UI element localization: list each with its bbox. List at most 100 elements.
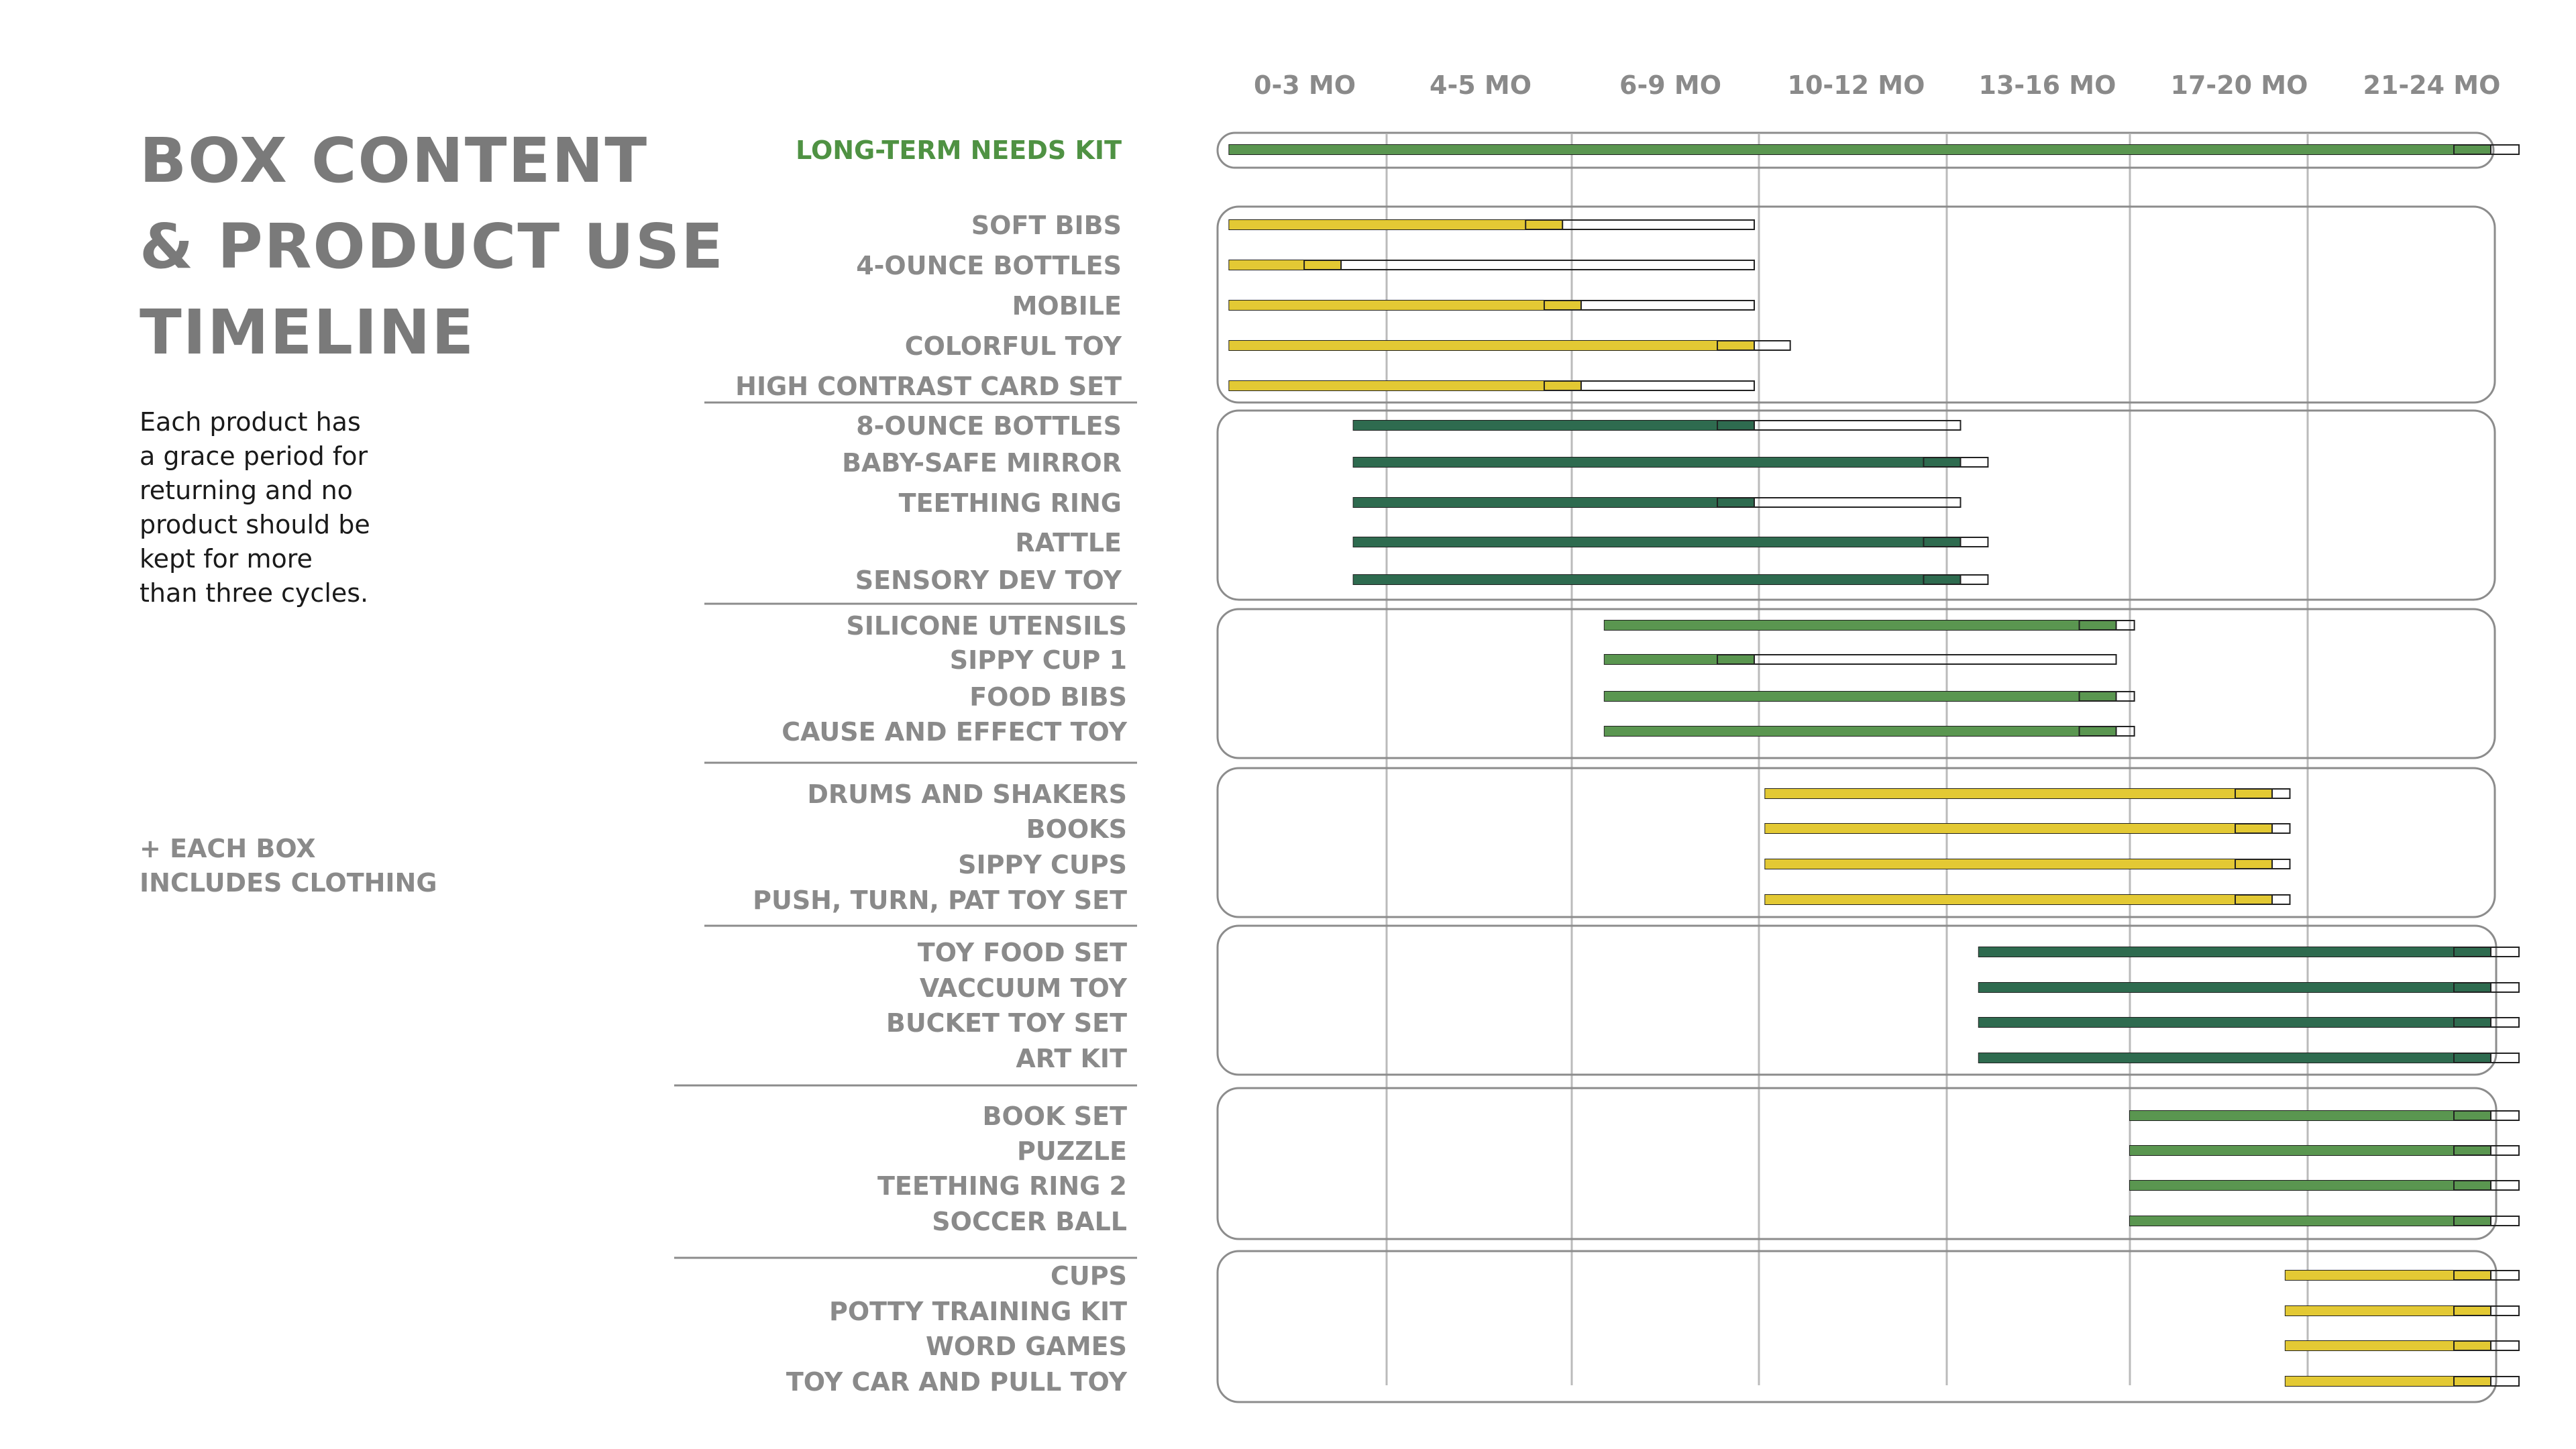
grace-start-marker xyxy=(1923,537,1962,547)
product-label: RATTLE xyxy=(1015,528,1122,557)
grace-start-marker xyxy=(2453,1110,2491,1121)
product-label: SENSORY DEV TOY xyxy=(855,566,1122,595)
product-label: TOY CAR AND PULL TOY xyxy=(786,1367,1128,1397)
product-label: PUSH, TURN, PAT TOY SET xyxy=(753,885,1127,915)
use-period-bar xyxy=(1229,301,1581,310)
grace-start-marker xyxy=(2453,947,2491,957)
grace-start-marker xyxy=(2453,1340,2491,1351)
period-header: 6-9 MO xyxy=(1619,70,1721,100)
product-label: BUCKET TOY SET xyxy=(886,1008,1127,1038)
grace-start-marker xyxy=(2453,1017,2491,1028)
product-label: BOOK SET xyxy=(983,1102,1128,1131)
use-period-bar xyxy=(2130,1146,2491,1155)
period-header: 0-3 MO xyxy=(1254,70,1356,100)
use-period-bar xyxy=(1765,895,2272,904)
grace-start-marker xyxy=(2235,823,2273,834)
use-period-bar xyxy=(1604,692,2116,701)
title-line: TIMELINE xyxy=(140,297,476,368)
product-label: SIPPY CUP 1 xyxy=(950,645,1127,675)
group-box xyxy=(1216,608,2496,759)
use-period-bar xyxy=(1353,421,1755,430)
product-label: COLORFUL TOY xyxy=(905,331,1122,361)
product-label: TEETHING RING xyxy=(899,488,1122,518)
grace-start-marker xyxy=(2453,1180,2491,1191)
grace-start-marker xyxy=(2453,1270,2491,1281)
use-period-bar xyxy=(1978,1018,2491,1027)
use-period-bar xyxy=(1604,621,2116,630)
grace-start-marker xyxy=(1717,340,1756,351)
grace-start-marker xyxy=(1923,574,1962,585)
product-label: VACCUUM TOY xyxy=(920,973,1128,1003)
group-box xyxy=(1216,767,2496,918)
use-period-bar xyxy=(1978,947,2491,957)
product-label: CUPS xyxy=(1051,1261,1127,1291)
grace-start-marker xyxy=(2453,144,2491,155)
group-box xyxy=(1216,131,2495,169)
title-line: BOX CONTENT xyxy=(140,125,649,197)
grace-start-marker xyxy=(1543,300,1582,311)
use-period-bar xyxy=(1353,458,1961,467)
grace-start-marker xyxy=(2453,1305,2491,1316)
use-period-bar xyxy=(1229,220,1563,229)
description: Each product has a grace period for retu… xyxy=(140,405,370,610)
note-line: + EACH BOX xyxy=(140,834,316,863)
product-label: SOFT BIBS xyxy=(971,211,1122,240)
product-label: SILICONE UTENSILS xyxy=(846,611,1127,641)
use-period-bar xyxy=(1604,727,2116,736)
grace-start-marker xyxy=(2453,1145,2491,1156)
grace-start-marker xyxy=(2078,726,2117,737)
use-period-bar xyxy=(1229,341,1755,350)
group-box xyxy=(1216,1087,2498,1240)
description-line: kept for more xyxy=(140,544,313,574)
title-line: & PRODUCT USE xyxy=(140,211,724,282)
product-label: DRUMS AND SHAKERS xyxy=(807,780,1127,809)
grace-start-marker xyxy=(1717,654,1756,665)
period-header: 21-24 MO xyxy=(2363,70,2501,100)
grace-start-marker xyxy=(2235,788,2273,799)
use-period-bar xyxy=(1229,381,1581,390)
use-period-bar xyxy=(2130,1181,2491,1190)
product-label: SIPPY CUPS xyxy=(958,850,1127,879)
grace-start-marker xyxy=(1717,420,1756,431)
grace-start-marker xyxy=(1923,457,1962,468)
description-line: than three cycles. xyxy=(140,578,369,608)
use-period-bar xyxy=(2285,1271,2491,1280)
use-period-bar xyxy=(1765,824,2272,833)
use-period-bar xyxy=(2130,1111,2491,1120)
use-period-bar xyxy=(1765,789,2272,798)
description-line: product should be xyxy=(140,510,370,539)
product-label: TEETHING RING 2 xyxy=(877,1171,1127,1201)
product-label: WORD GAMES xyxy=(926,1332,1127,1361)
grace-start-marker xyxy=(2235,894,2273,905)
use-period-bar xyxy=(2285,1377,2491,1386)
product-label: 8-OUNCE BOTTLES xyxy=(856,411,1122,441)
page-title: BOX CONTENT & PRODUCT USE TIMELINE xyxy=(140,118,724,376)
product-label: BABY-SAFE MIRROR xyxy=(842,448,1122,478)
description-line: returning and no xyxy=(140,476,353,505)
product-label: MOBILE xyxy=(1012,291,1122,321)
product-label: LONG-TERM NEEDS KIT xyxy=(796,136,1122,165)
period-header: 13-16 MO xyxy=(1979,70,2116,100)
product-label: ART KIT xyxy=(1016,1044,1127,1073)
use-period-bar xyxy=(2285,1341,2491,1350)
use-period-bar xyxy=(1353,537,1961,547)
grace-start-marker xyxy=(2235,859,2273,869)
use-period-bar xyxy=(1978,1053,2491,1063)
product-label: POTTY TRAINING KIT xyxy=(829,1297,1127,1326)
description-line: a grace period for xyxy=(140,441,368,471)
grace-start-marker xyxy=(1303,260,1342,270)
note-line: INCLUDES CLOTHING xyxy=(140,868,437,898)
grace-start-marker xyxy=(2078,691,2117,702)
product-label: CAUSE AND EFFECT TOY xyxy=(782,717,1127,747)
clothing-note: + EACH BOX INCLUDES CLOTHING xyxy=(140,832,437,900)
grace-start-marker xyxy=(2078,620,2117,631)
product-label: SOCCER BALL xyxy=(932,1207,1127,1236)
product-label: FOOD BIBS xyxy=(969,682,1127,712)
grace-start-marker xyxy=(1717,497,1756,508)
description-line: Each product has xyxy=(140,407,361,437)
grace-start-marker xyxy=(1543,380,1582,391)
grace-start-marker xyxy=(2453,982,2491,993)
grace-start-marker xyxy=(2453,1053,2491,1063)
group-box xyxy=(1216,924,2498,1076)
